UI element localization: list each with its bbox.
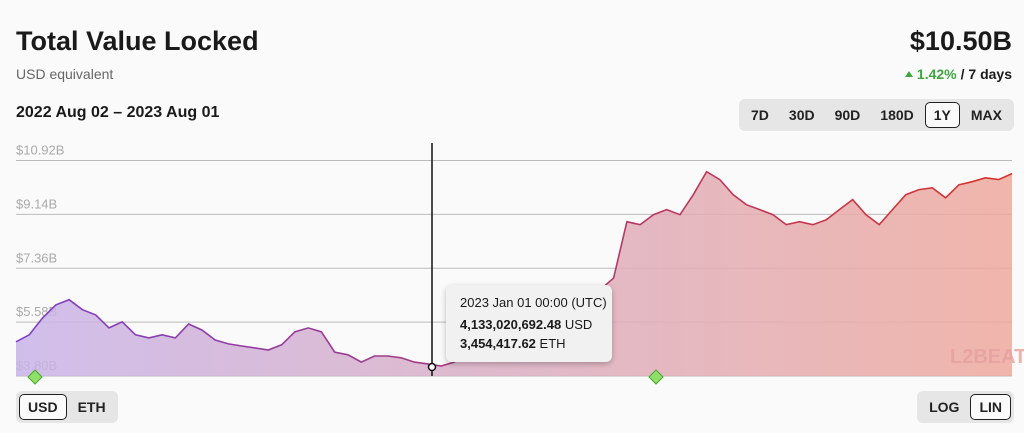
tooltip: 2023 Jan 01 00:00 (UTC) 4,133,020,692.48… — [446, 285, 612, 362]
tooltip-eth-unit: ETH — [539, 336, 566, 351]
unit-buttons: USD ETH — [16, 391, 118, 423]
toggle-button[interactable]: 90D — [834, 107, 861, 123]
range-buttons: 7D 30D 90D 180D 1Y MAX — [739, 99, 1014, 131]
tooltip-usd: 4,133,020,692.48 — [460, 317, 562, 332]
toggle-button[interactable]: 7D — [751, 107, 769, 123]
tooltip-usd-unit: USD — [564, 317, 593, 332]
toggle-button[interactable]: 1Y — [924, 102, 960, 128]
hover-point — [427, 362, 437, 372]
subtitle: USD equivalent — [16, 66, 114, 82]
date-range: 2022 Aug 02 – 2023 Aug 01 — [16, 104, 220, 121]
toggle-button[interactable]: USD — [19, 394, 67, 420]
y-tick-label: $10.92B — [16, 143, 64, 158]
up-arrow — [904, 71, 913, 77]
toggle-button[interactable]: ETH — [77, 399, 106, 415]
toggle-button[interactable]: LIN — [970, 394, 1011, 420]
watermark: L2BEAT — [950, 346, 1024, 368]
tooltip-date: 2023 Jan 01 00:00 (UTC) — [460, 295, 607, 310]
area — [16, 171, 1012, 376]
change-period: / 7 days — [960, 66, 1012, 82]
milestone[interactable] — [648, 369, 664, 385]
change-value: 1.42% — [916, 66, 957, 82]
toggle-button[interactable]: 30D — [788, 107, 815, 123]
y-tick-label: $7.36B — [16, 250, 57, 265]
toggle-button[interactable]: MAX — [970, 107, 1002, 123]
change: 1.42% / 7 days — [904, 66, 1012, 82]
y-tick-label: $9.14B — [16, 196, 57, 211]
milestone[interactable] — [27, 369, 43, 385]
scale-buttons: LOG LIN — [917, 391, 1014, 423]
tooltip-eth: 3,454,417.62 — [460, 336, 536, 351]
toggle-button[interactable]: 180D — [880, 107, 914, 123]
title: Total Value Locked — [16, 26, 259, 56]
tvl-value: $10.50B — [909, 26, 1012, 56]
toggle-button[interactable]: LOG — [929, 399, 960, 415]
